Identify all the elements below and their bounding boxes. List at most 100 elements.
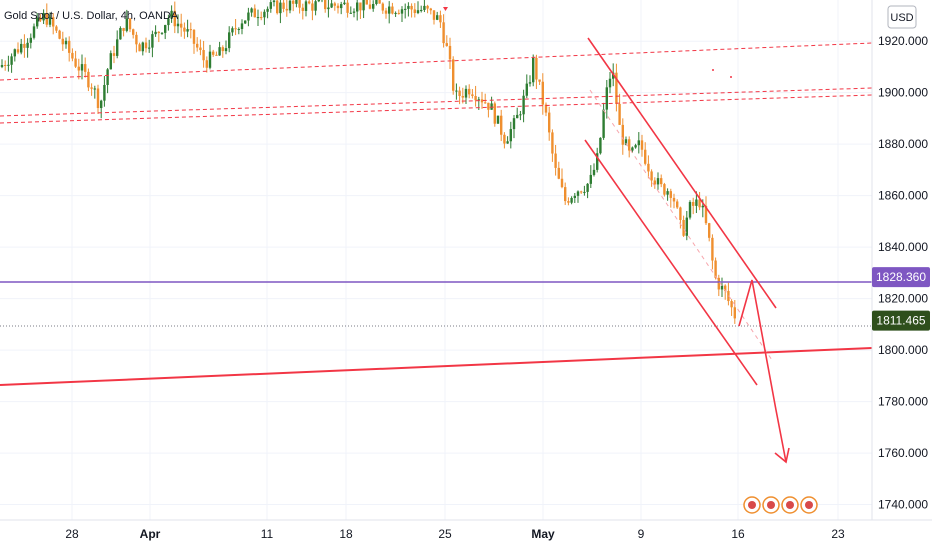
candle: [548, 106, 551, 141]
candle: [285, 0, 288, 17]
candle: [407, 2, 410, 17]
signal-marker-down: [443, 7, 448, 11]
candle: [244, 20, 247, 25]
projection-path[interactable]: [738, 279, 787, 463]
economic-events[interactable]: [743, 496, 818, 514]
candle: [77, 58, 80, 80]
candle: [29, 33, 32, 49]
y-tick-label: 1840.000: [878, 240, 928, 254]
annotation-dot: [712, 69, 714, 71]
x-tick-label: 23: [831, 527, 845, 541]
candle: [141, 41, 144, 56]
candle: [570, 196, 573, 205]
candle: [224, 40, 228, 55]
support-trendline[interactable]: [0, 347, 873, 386]
candle: [96, 84, 100, 115]
candle: [256, 9, 260, 27]
candle: [708, 222, 711, 242]
candle: [221, 45, 224, 58]
candle: [532, 54, 535, 87]
candle: [429, 7, 432, 15]
candle: [74, 50, 77, 69]
candle: [298, 0, 301, 14]
candle: [372, 0, 375, 12]
candle: [442, 14, 445, 48]
candle: [7, 55, 10, 72]
candle: [36, 12, 39, 29]
candle: [397, 9, 400, 15]
candle: [112, 45, 116, 64]
candle: [551, 129, 554, 162]
candle: [605, 79, 608, 119]
candle: [404, 3, 407, 19]
candle: [487, 102, 490, 118]
candle: [381, 2, 384, 14]
projection-arrowhead: [774, 447, 790, 464]
candle: [656, 172, 660, 190]
candlestick-series: [0, 0, 736, 324]
price-badges: 1828.360 1811.465: [872, 267, 930, 331]
channel-upper-line[interactable]: [587, 37, 777, 309]
horizontal-level-label: 1828.360: [876, 270, 926, 284]
y-tick-label: 1760.000: [878, 446, 928, 460]
candle: [586, 183, 589, 199]
candle: [157, 31, 160, 43]
candle: [471, 89, 474, 99]
candle: [426, 4, 429, 14]
channel-lower-line[interactable]: [584, 139, 758, 386]
candle: [436, 11, 439, 21]
price-axis[interactable]: 1920.000 1900.000 1880.000 1860.000 1840.000…: [871, 0, 932, 520]
candle: [231, 26, 234, 36]
y-tick-label: 1780.000: [878, 395, 928, 409]
x-tick-label: May: [531, 527, 555, 541]
candle: [20, 38, 23, 55]
candle: [359, 2, 362, 19]
candle: [170, 5, 173, 23]
candle: [688, 200, 692, 220]
candle: [557, 161, 560, 180]
y-tick-label: 1880.000: [878, 137, 928, 151]
x-tick-label: Apr: [140, 527, 161, 541]
candle: [212, 49, 215, 57]
candle: [394, 11, 397, 17]
candle: [240, 19, 244, 35]
candle: [493, 101, 496, 127]
candle: [631, 146, 634, 153]
candle: [647, 155, 650, 179]
candle: [692, 197, 695, 215]
candle: [308, 0, 311, 5]
currency-button[interactable]: USD: [887, 5, 917, 29]
candle: [192, 29, 196, 54]
candle: [196, 37, 199, 52]
dashed-resistance-line[interactable]: [0, 42, 873, 81]
candle: [125, 9, 128, 33]
candle: [247, 7, 250, 27]
candle: [106, 68, 109, 94]
candle: [228, 26, 231, 53]
candle: [295, 0, 298, 8]
candle: [496, 115, 500, 124]
y-tick-label: 1920.000: [878, 34, 928, 48]
candle: [260, 11, 263, 21]
dashed-resistance-line[interactable]: [0, 94, 873, 124]
candle: [279, 0, 282, 24]
trend-drawings: [0, 7, 873, 464]
candle: [122, 27, 125, 37]
candle: [314, 0, 317, 16]
candle: [58, 29, 61, 40]
candle: [711, 234, 714, 270]
candle: [186, 19, 189, 38]
candle: [516, 107, 519, 119]
time-axis[interactable]: 28 Apr 11 18 25 May 9 16 23: [0, 519, 932, 550]
candle: [346, 0, 349, 18]
candle: [490, 96, 493, 110]
candle: [199, 39, 202, 56]
candle: [660, 174, 663, 188]
candle: [413, 3, 416, 18]
candle: [423, 0, 426, 13]
candle: [16, 42, 20, 55]
candle: [320, 0, 324, 3]
dashed-resistance-line[interactable]: [0, 87, 873, 117]
y-tick-label: 1900.000: [878, 86, 928, 100]
candle: [602, 102, 605, 140]
